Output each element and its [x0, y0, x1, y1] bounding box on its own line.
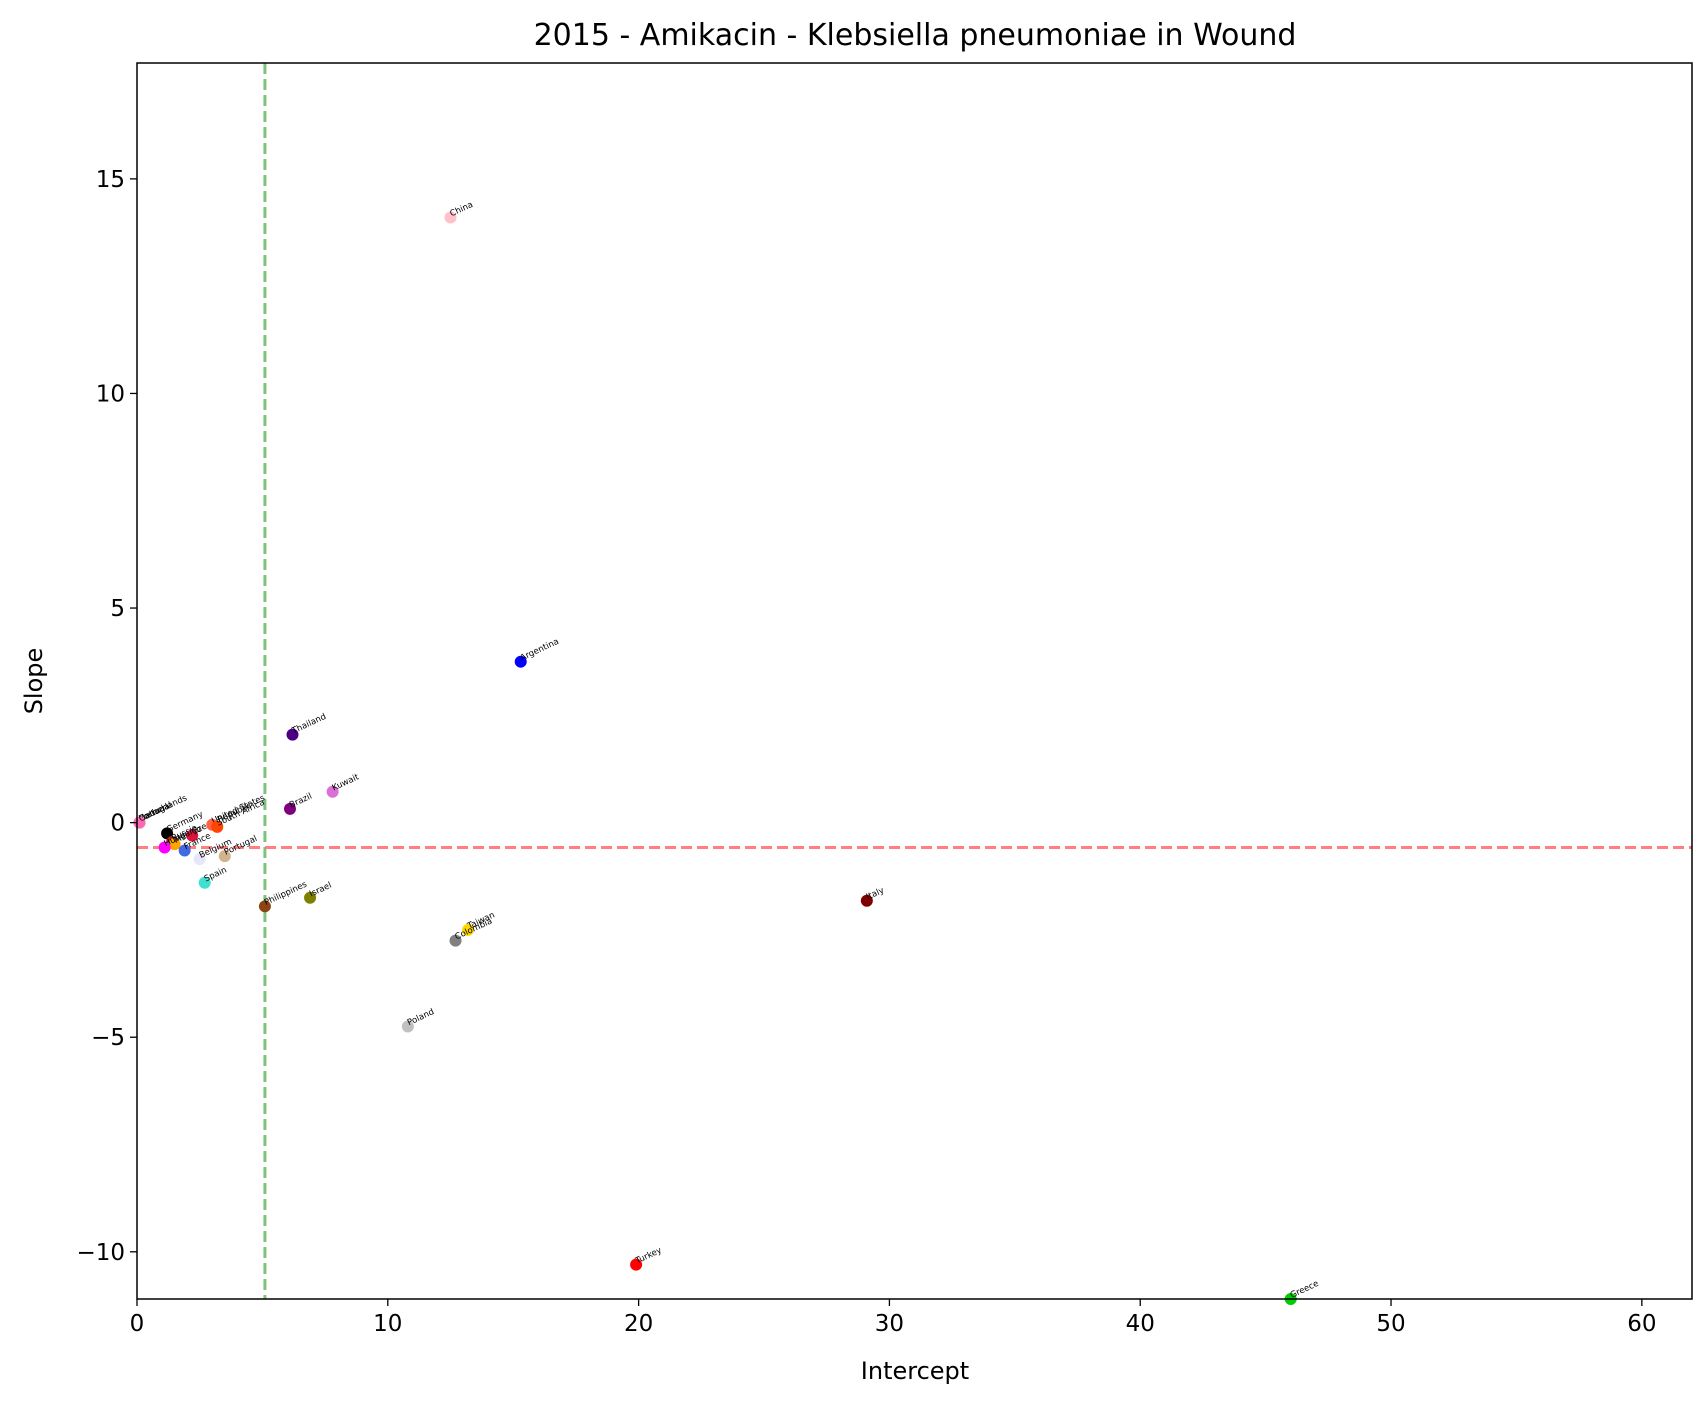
- y-tick-label: 0: [110, 811, 125, 837]
- y-tick-label: −5: [91, 1025, 125, 1051]
- data-point: [193, 853, 206, 866]
- y-tick-label: 10: [96, 381, 125, 407]
- data-point: [860, 894, 873, 907]
- data-point: [258, 900, 271, 913]
- data-point: [462, 923, 475, 936]
- y-axis-label: Slope: [20, 648, 48, 715]
- y-tick-label: 15: [96, 167, 125, 193]
- data-point: [198, 876, 211, 889]
- data-point: [514, 655, 527, 668]
- data-point: [326, 785, 339, 798]
- x-tick-label: 30: [875, 1311, 904, 1337]
- x-tick-label: 0: [130, 1311, 145, 1337]
- x-tick-label: 50: [1376, 1311, 1405, 1337]
- data-point: [630, 1258, 643, 1271]
- data-point: [168, 838, 181, 851]
- y-tick-label: −10: [76, 1240, 125, 1266]
- data-point: [218, 850, 231, 863]
- x-tick-label: 20: [624, 1311, 653, 1337]
- data-point: [444, 211, 457, 224]
- data-point: [304, 891, 317, 904]
- plot-frame: [136, 62, 1693, 1300]
- data-point: [449, 934, 462, 947]
- data-point: [401, 1020, 414, 1033]
- data-point: [286, 728, 299, 741]
- data-point: [158, 841, 171, 854]
- x-tick-label: 40: [1126, 1311, 1155, 1337]
- y-tick-label: 5: [110, 596, 125, 622]
- chart-title: 2015 - Amikacin - Klebsiella pneumoniae …: [534, 18, 1297, 53]
- x-axis-label: Intercept: [861, 1357, 969, 1385]
- x-tick-label: 60: [1627, 1311, 1656, 1337]
- data-point: [186, 829, 199, 842]
- x-tick-label: 10: [373, 1311, 402, 1337]
- data-point: [283, 802, 296, 815]
- data-point: [178, 844, 191, 857]
- data-point: [211, 820, 224, 833]
